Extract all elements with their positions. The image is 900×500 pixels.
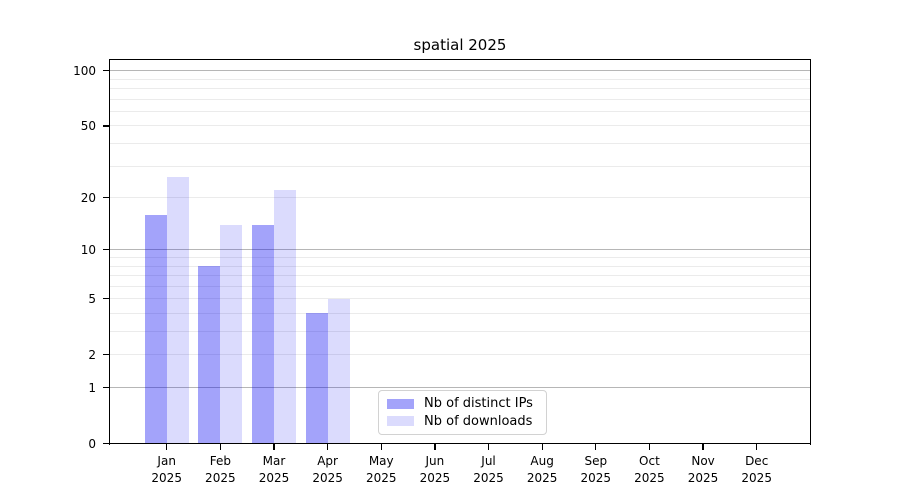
gridline-minor <box>110 143 810 145</box>
bar-feb-distinct-ips <box>198 266 221 444</box>
y-axis-tick <box>103 196 110 199</box>
x-axis-tick-label: Sep 2025 <box>580 453 612 485</box>
x-axis-tick-label: Oct 2025 <box>634 453 665 485</box>
x-axis-tick-label: Jul 2025 <box>473 453 504 485</box>
legend-swatch-distinct-ips <box>387 398 414 409</box>
chart-title: spatial 2025 <box>413 36 507 54</box>
x-axis-tick-label: Apr 2025 <box>312 453 343 485</box>
gridline-minor <box>110 265 810 267</box>
x-axis-tick-label: Aug 2025 <box>526 453 558 485</box>
y-axis-tick-label: 100 <box>73 63 96 78</box>
y-axis-tick <box>103 125 110 127</box>
gridline-minor <box>110 275 810 277</box>
x-axis-tick <box>380 443 382 450</box>
x-axis-tick <box>595 443 597 450</box>
x-axis-tick <box>541 443 543 450</box>
bar-feb-downloads <box>220 224 243 444</box>
y-axis-tick-label: 10 <box>80 242 96 257</box>
gridline-minor <box>110 312 810 314</box>
gridline-minor <box>110 285 810 287</box>
x-axis-tick <box>326 443 329 450</box>
gridline-minor <box>110 88 810 90</box>
gridline-minor <box>110 257 810 258</box>
y-axis-tick <box>103 249 110 251</box>
y-axis-tick-label: 2 <box>88 347 96 362</box>
gridline-major <box>110 70 810 72</box>
x-axis-tick-label: Mar 2025 <box>258 453 290 485</box>
x-axis-tick <box>648 443 651 450</box>
y-axis-tick-label: 0 <box>88 436 96 451</box>
gridline-minor <box>110 354 810 356</box>
y-axis-tick-label: 20 <box>80 190 96 205</box>
gridline-minor <box>110 110 810 112</box>
gridline-major <box>110 387 810 388</box>
gridline-minor <box>110 98 810 100</box>
x-axis-tick <box>434 443 436 450</box>
x-axis-tick <box>756 443 758 450</box>
legend-label: Nb of downloads <box>424 413 533 429</box>
bar-apr-downloads <box>327 298 350 444</box>
bar-jan-downloads <box>166 177 189 444</box>
y-axis-tick <box>103 298 110 300</box>
bar-apr-distinct-ips <box>305 313 328 444</box>
bar-jan-distinct-ips <box>144 214 167 444</box>
legend: Nb of distinct IPs Nb of downloads <box>378 390 547 435</box>
spine-right <box>809 59 811 445</box>
x-axis-tick-label: Dec 2025 <box>741 453 772 485</box>
y-axis-tick <box>103 442 110 445</box>
x-axis-tick <box>219 443 221 450</box>
y-axis-tick-label: 1 <box>88 380 96 395</box>
legend-label: Nb of distinct IPs <box>424 396 533 412</box>
x-axis-tick-label: May 2025 <box>365 453 397 485</box>
spine-bottom <box>110 442 810 445</box>
y-axis-tick <box>103 70 110 72</box>
plot-area <box>109 59 811 445</box>
legend-swatch-downloads <box>387 416 414 427</box>
gridline-minor <box>110 78 810 80</box>
x-axis-tick-label: Nov 2025 <box>687 453 719 485</box>
y-axis-tick <box>103 354 110 356</box>
x-axis-tick-label: Jan 2025 <box>151 453 182 485</box>
gridline-minor <box>110 165 810 167</box>
x-axis-tick <box>273 443 275 450</box>
x-axis-tick <box>702 443 704 450</box>
bar-mar-downloads <box>273 190 296 444</box>
x-axis-tick <box>487 443 490 450</box>
spine-left <box>109 59 111 445</box>
gridline-minor <box>110 197 810 199</box>
x-axis-tick-label: Jun 2025 <box>419 453 451 485</box>
gridline-major <box>110 249 810 251</box>
legend-item: Nb of distinct IPs <box>387 397 538 410</box>
y-axis-tick-label: 5 <box>88 291 96 306</box>
y-axis-tick <box>103 386 110 389</box>
gridline-minor <box>110 298 810 300</box>
spine-top <box>110 59 810 61</box>
x-axis-tick <box>166 443 168 450</box>
y-axis-tick-label: 50 <box>80 118 96 133</box>
gridline-minor <box>110 331 810 333</box>
legend-item: Nb of downloads <box>387 415 538 428</box>
gridline-minor <box>110 125 810 127</box>
x-axis-tick-label: Feb 2025 <box>205 453 236 485</box>
bar-mar-distinct-ips <box>251 224 274 444</box>
